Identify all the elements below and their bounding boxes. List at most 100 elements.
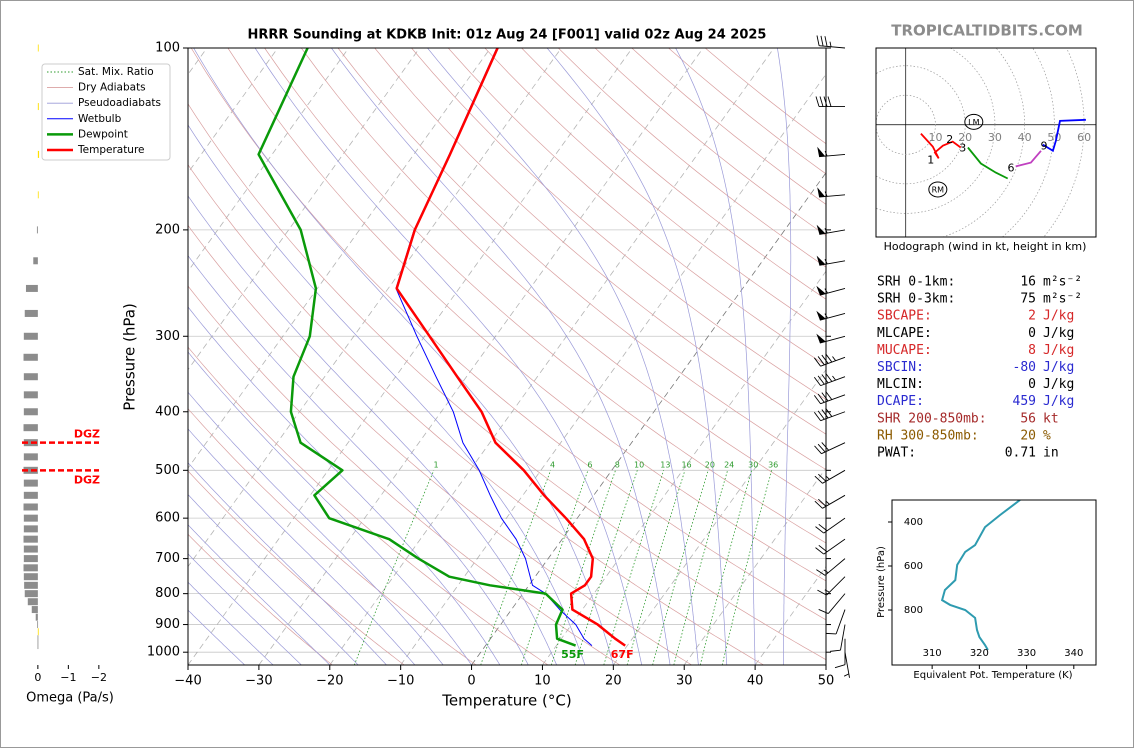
barb-feather: [825, 390, 833, 400]
isotherm: [188, 48, 420, 371]
barb-feather: [817, 375, 825, 385]
isotherm: [188, 48, 633, 665]
mixing-ratio-line: [480, 470, 551, 665]
barb-feather: [821, 392, 829, 402]
barb-feather: [821, 354, 829, 364]
stat-value: 20: [1020, 428, 1036, 443]
dgz-label: DGZ: [74, 428, 100, 441]
theta-y-tick-label: 400: [904, 517, 923, 528]
barb-staff: [820, 356, 846, 367]
theta-e-frame: [891, 499, 1097, 666]
hodo-segment: [920, 132, 962, 159]
barb-staff: [820, 376, 846, 387]
omega-bar: [23, 479, 38, 487]
barb-flag: [817, 146, 826, 157]
stat-value: 75: [1020, 292, 1036, 307]
stat-label: MUCAPE:: [877, 343, 932, 358]
barb-feather: [817, 356, 825, 366]
barb-feather: [818, 609, 829, 614]
mixing-ratio-label: 8: [615, 461, 620, 470]
omega-bar: [37, 628, 39, 636]
legend-label: Temperature: [77, 144, 145, 156]
omega-bar: [37, 635, 39, 643]
barb-staff: [824, 558, 846, 576]
barb-half: [829, 41, 832, 47]
omega-bar: [23, 408, 38, 416]
wind-barb: [813, 372, 846, 387]
dry-adiabat: [188, 164, 764, 665]
pseudoadiabat: [188, 524, 331, 665]
y-tick-label: 300: [155, 329, 180, 344]
plot-frame: [187, 47, 827, 666]
hodo-ring: [1043, 48, 1085, 237]
hodo-ring-label: 40: [1018, 131, 1032, 144]
omega-bar: [23, 353, 38, 361]
x-tick-label: 40: [747, 674, 764, 689]
pseudoadiabat: [188, 581, 274, 665]
y-axis-label: Pressure (hPa): [121, 303, 139, 411]
mixing-ratio-label: 4: [550, 461, 555, 470]
isotherm: [188, 48, 562, 568]
wind-barb: [825, 609, 846, 635]
hodo-ring: [876, 94, 936, 155]
barb-feather: [813, 395, 821, 404]
pseudoadiabat: [546, 48, 728, 665]
hodograph-area: 10 20 30 40 50 60 123 6 9 LM RM: [876, 48, 1096, 237]
isotherm: [258, 48, 704, 665]
mixing-ratio-label: 10: [634, 461, 644, 470]
barb-staff: [819, 45, 846, 49]
legend-box: [41, 63, 171, 161]
barb-feather: [813, 412, 821, 421]
mixing-ratio-line: [353, 470, 435, 665]
pseudoadiabat: [675, 48, 756, 665]
barb-staff: [819, 287, 846, 296]
barb-flag: [816, 224, 826, 235]
barb-feather: [821, 374, 829, 384]
y-tick-label: 800: [155, 586, 180, 601]
legend-label: Dewpoint: [78, 128, 128, 140]
barb-staff: [827, 593, 846, 614]
dry-adiabat: [188, 533, 333, 665]
pseudoadiabat: [188, 255, 529, 665]
barb-feather: [815, 96, 820, 107]
pseudoadiabat: [188, 553, 302, 665]
wind-barb: [830, 624, 846, 652]
barb-feather: [814, 500, 823, 509]
mixing-ratio-line: [699, 470, 753, 665]
dry-adiabat: [188, 470, 405, 665]
omega-bar: [25, 284, 38, 292]
hodo-ring: [876, 48, 996, 214]
barb-flag: [817, 187, 826, 198]
profiles: [257, 48, 626, 647]
legend-label: Dry Adiabats: [78, 82, 146, 94]
omega-bar: [27, 598, 38, 606]
stat-label: RH 300-850mb:: [877, 428, 979, 443]
mixing-ratio-label: 13: [660, 461, 670, 470]
isotherm: [188, 48, 491, 469]
barb-staff: [826, 576, 846, 596]
omega-bar: [23, 503, 38, 511]
dgz-label: DGZ: [74, 473, 100, 486]
barb-feather: [816, 569, 826, 576]
barb-feather: [818, 498, 827, 507]
omega-bar: [23, 564, 38, 572]
stat-unit: m²s⁻²: [1043, 292, 1082, 307]
wind-barb: [817, 146, 846, 158]
pseudoadiabat: [188, 124, 586, 665]
barb-feather: [827, 96, 832, 107]
stat-value: 0: [1028, 326, 1036, 341]
wind-barb: [816, 333, 846, 344]
mixing-ratio-line: [603, 470, 664, 665]
stat-label: SBCAPE:: [877, 309, 932, 324]
barb-half: [832, 375, 836, 381]
pseudoadiabat: [188, 428, 416, 665]
y-tick-label: 700: [155, 551, 180, 566]
barb-feather: [815, 526, 824, 534]
stat-unit: J/kg: [1043, 360, 1074, 375]
stat-label: SHR 200-850mb:: [877, 411, 987, 426]
pseudoadiabat: [188, 391, 444, 665]
hodo-height-label: 9: [1040, 140, 1047, 153]
barb-feather: [834, 664, 846, 669]
